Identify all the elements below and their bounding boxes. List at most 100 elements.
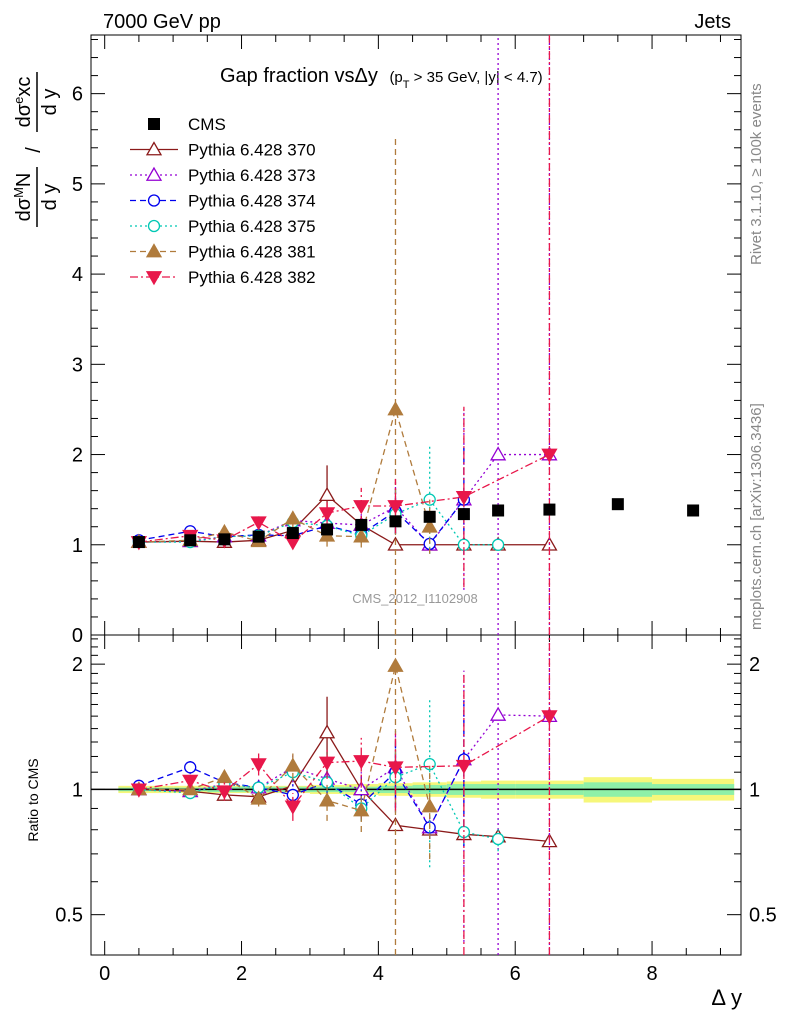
ratio-series-5-marker — [353, 755, 370, 770]
y-tick-label: 2 — [72, 445, 83, 467]
legend-label-4: Pythia 6.428 381 — [188, 243, 316, 262]
ratio-series-4-marker — [250, 790, 267, 805]
main-axes: 0 1 2 3 4 5 6 0 2 4 6 8 — [72, 35, 741, 985]
main-series-0-marker — [318, 486, 336, 502]
ratio-series-4-marker — [284, 757, 301, 772]
ratio-series-5-marker — [250, 758, 267, 773]
cms-data-marker — [687, 504, 700, 517]
analysis-label: CMS_2012_I1102908 — [352, 591, 478, 606]
legend-marker-cms — [148, 118, 160, 130]
main-title: Gap fraction vsΔy (pT > 35 GeV, |y| < 4.… — [220, 65, 543, 91]
main-series-5-marker — [387, 500, 404, 515]
main-title-text: Gap fraction vsΔy — [220, 65, 378, 87]
ratio-y-tick-label: 0.5 — [55, 905, 83, 927]
y-tick-label: 5 — [72, 174, 83, 196]
legend-item-5: Pythia 6.428 382 — [130, 268, 316, 287]
ratio-series-5-line — [138, 715, 550, 808]
cms-data-marker — [543, 503, 556, 516]
ratio-series-1-marker — [353, 781, 370, 796]
main-series-5-marker — [250, 516, 267, 531]
legend-item-4: Pythia 6.428 381 — [130, 243, 316, 262]
ratio-series-4-marker — [318, 792, 336, 807]
legend-label-3: Pythia 6.428 375 — [188, 217, 316, 236]
ratio-series-5-marker — [216, 785, 233, 800]
ratio-series-5-marker — [318, 756, 336, 771]
x-axis-label: Δ y — [711, 985, 742, 1010]
cms-data-marker — [218, 533, 231, 546]
legend-item-0: Pythia 6.428 370 — [130, 141, 316, 160]
main-title-suffix: (pT > 35 GeV, |y| < 4.7) — [389, 69, 542, 91]
legend-label-5: Pythia 6.428 382 — [188, 268, 316, 287]
legend-label-cms: CMS — [188, 115, 226, 134]
main-series-2-line — [138, 499, 465, 545]
ratio-series-5-marker — [130, 783, 148, 798]
y-label-numerator-2: dσexc — [11, 77, 36, 128]
ratio-series-4-marker — [216, 768, 233, 784]
x-tick-label: 6 — [510, 963, 521, 985]
legend-item-cms: CMS — [148, 115, 226, 134]
ratio-y-tick-label-right: 1 — [749, 779, 760, 801]
y-label-denominator-1: d y — [39, 184, 61, 211]
main-series-1-marker — [489, 446, 507, 461]
main-series-5-marker — [353, 500, 370, 515]
cms-data-marker — [184, 534, 197, 547]
cms-data-marker — [611, 498, 624, 511]
cms-data-marker — [355, 518, 368, 531]
ratio-series-5-marker — [182, 774, 199, 789]
main-series-4-line — [138, 407, 431, 543]
legend-marker-0 — [145, 141, 163, 156]
ratio-series-5-marker — [284, 800, 301, 815]
legend-label-1: Pythia 6.428 373 — [188, 166, 316, 185]
ratio-series-4-marker — [387, 657, 404, 672]
y-tick-label: 4 — [72, 264, 83, 286]
legend-label-0: Pythia 6.428 370 — [188, 141, 316, 160]
energy-label: 7000 GeV pp — [103, 11, 221, 33]
main-series-5-marker — [541, 448, 558, 463]
ratio-series-2-marker — [184, 761, 197, 774]
y-label-numerator-1: dσMN — [11, 173, 36, 222]
ratio-series-0-line — [138, 731, 550, 843]
legend-marker-5 — [145, 271, 163, 286]
ratio-axes: 0.5 0.5 1 1 2 2 — [55, 638, 777, 927]
legend-marker-3 — [147, 219, 161, 233]
legend-marker-4 — [145, 243, 163, 258]
process-label: Jets — [694, 11, 731, 33]
cms-data-marker — [321, 523, 334, 536]
ratio-series-3-marker — [491, 832, 505, 846]
legend-label-2: Pythia 6.428 374 — [188, 192, 316, 211]
ratio-series-5-marker — [455, 759, 473, 775]
y-label-slash: / — [23, 147, 45, 153]
rivet-label: Rivet 3.1.10, ≥ 100k events — [748, 83, 765, 265]
ratio-series-4-marker — [353, 802, 370, 817]
x-tick-label: 4 — [373, 963, 384, 985]
cms-data-marker — [423, 510, 436, 523]
main-series-4-marker — [284, 510, 301, 525]
legend-item-2: Pythia 6.428 374 — [130, 192, 316, 211]
y-tick-label: 0 — [72, 625, 83, 647]
cms-data-marker — [389, 515, 402, 528]
main-series-4-marker — [421, 518, 438, 533]
main-series-layer — [130, 35, 700, 635]
ratio-series-layer — [130, 635, 558, 955]
ratio-series-5-marker — [387, 761, 404, 776]
main-series-4-marker — [387, 401, 404, 416]
legend: CMS Pythia 6.428 370 Pythia 6.428 373 Pythi… — [130, 115, 316, 287]
ratio-series-1-marker — [489, 706, 507, 721]
cms-data-marker — [252, 530, 265, 543]
ratio-y-tick-label-right: 2 — [749, 654, 760, 676]
legend-marker-1 — [145, 166, 163, 181]
ratio-plot-frame — [90, 634, 742, 956]
y-label-denominator-2: d y — [39, 89, 61, 116]
x-tick-label: 8 — [646, 963, 657, 985]
source-label: mcplots.cern.ch [arXiv:1306.3436] — [748, 403, 765, 630]
cms-data-marker — [132, 536, 145, 549]
x-tick-label: 0 — [99, 963, 110, 985]
legend-marker-2 — [147, 194, 161, 207]
y-tick-label: 6 — [72, 84, 83, 106]
legend-item-3: Pythia 6.428 375 — [130, 217, 316, 236]
main-series-3-marker — [491, 538, 505, 551]
main-series-5-marker — [455, 491, 473, 506]
ratio-y-axis-label: Ratio to CMS — [25, 758, 41, 841]
y-tick-label: 1 — [72, 535, 83, 557]
